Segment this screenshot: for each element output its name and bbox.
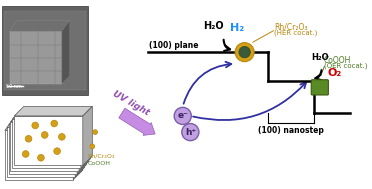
Text: O₂: O₂ [328,68,342,78]
Polygon shape [79,112,89,171]
FancyArrow shape [119,108,155,135]
Polygon shape [12,109,90,119]
Circle shape [93,130,97,135]
Text: (100) nanostep: (100) nanostep [258,126,324,135]
Text: H₂O: H₂O [203,21,224,31]
Circle shape [41,132,48,138]
Bar [2,6,87,95]
FancyBboxPatch shape [311,80,328,95]
Polygon shape [75,118,85,177]
Text: h⁺: h⁺ [185,128,196,137]
Text: (OER cocat.): (OER cocat.) [324,63,367,69]
Text: H₂: H₂ [230,23,244,33]
Text: H₂O: H₂O [311,53,328,62]
Circle shape [51,120,58,127]
Bar [5,130,73,180]
Circle shape [58,133,65,140]
Circle shape [32,122,39,129]
Text: Rh/Cr₂O₃: Rh/Cr₂O₃ [274,23,308,32]
Circle shape [235,43,254,62]
Circle shape [54,148,60,154]
Circle shape [182,124,199,141]
Bar [12,119,81,168]
Text: (100) plane: (100) plane [150,41,199,50]
Circle shape [239,46,250,58]
Polygon shape [83,106,92,165]
Bar [4,11,86,90]
Bar [10,31,62,84]
Polygon shape [10,112,89,122]
Circle shape [22,151,29,157]
Polygon shape [14,106,92,116]
Polygon shape [10,21,70,31]
Bar [7,127,75,177]
Polygon shape [7,118,85,127]
Polygon shape [9,115,87,125]
Circle shape [25,136,32,142]
Text: 50 nm: 50 nm [6,84,22,89]
Polygon shape [81,109,90,168]
Text: e⁻: e⁻ [177,112,188,120]
Polygon shape [62,21,70,84]
Polygon shape [5,121,83,130]
Circle shape [90,144,95,149]
Text: CoOOH: CoOOH [324,56,351,65]
Bar [14,116,83,165]
Text: (HER cocat.): (HER cocat.) [274,29,317,36]
Text: UV light: UV light [112,89,151,118]
Bar [10,122,79,171]
Bar [9,125,77,174]
Polygon shape [77,115,87,174]
Polygon shape [73,121,83,180]
Text: CoOOH: CoOOH [87,161,110,166]
Text: Rh/Cr₂O₃: Rh/Cr₂O₃ [87,153,115,158]
Circle shape [38,154,44,161]
Circle shape [174,107,191,125]
